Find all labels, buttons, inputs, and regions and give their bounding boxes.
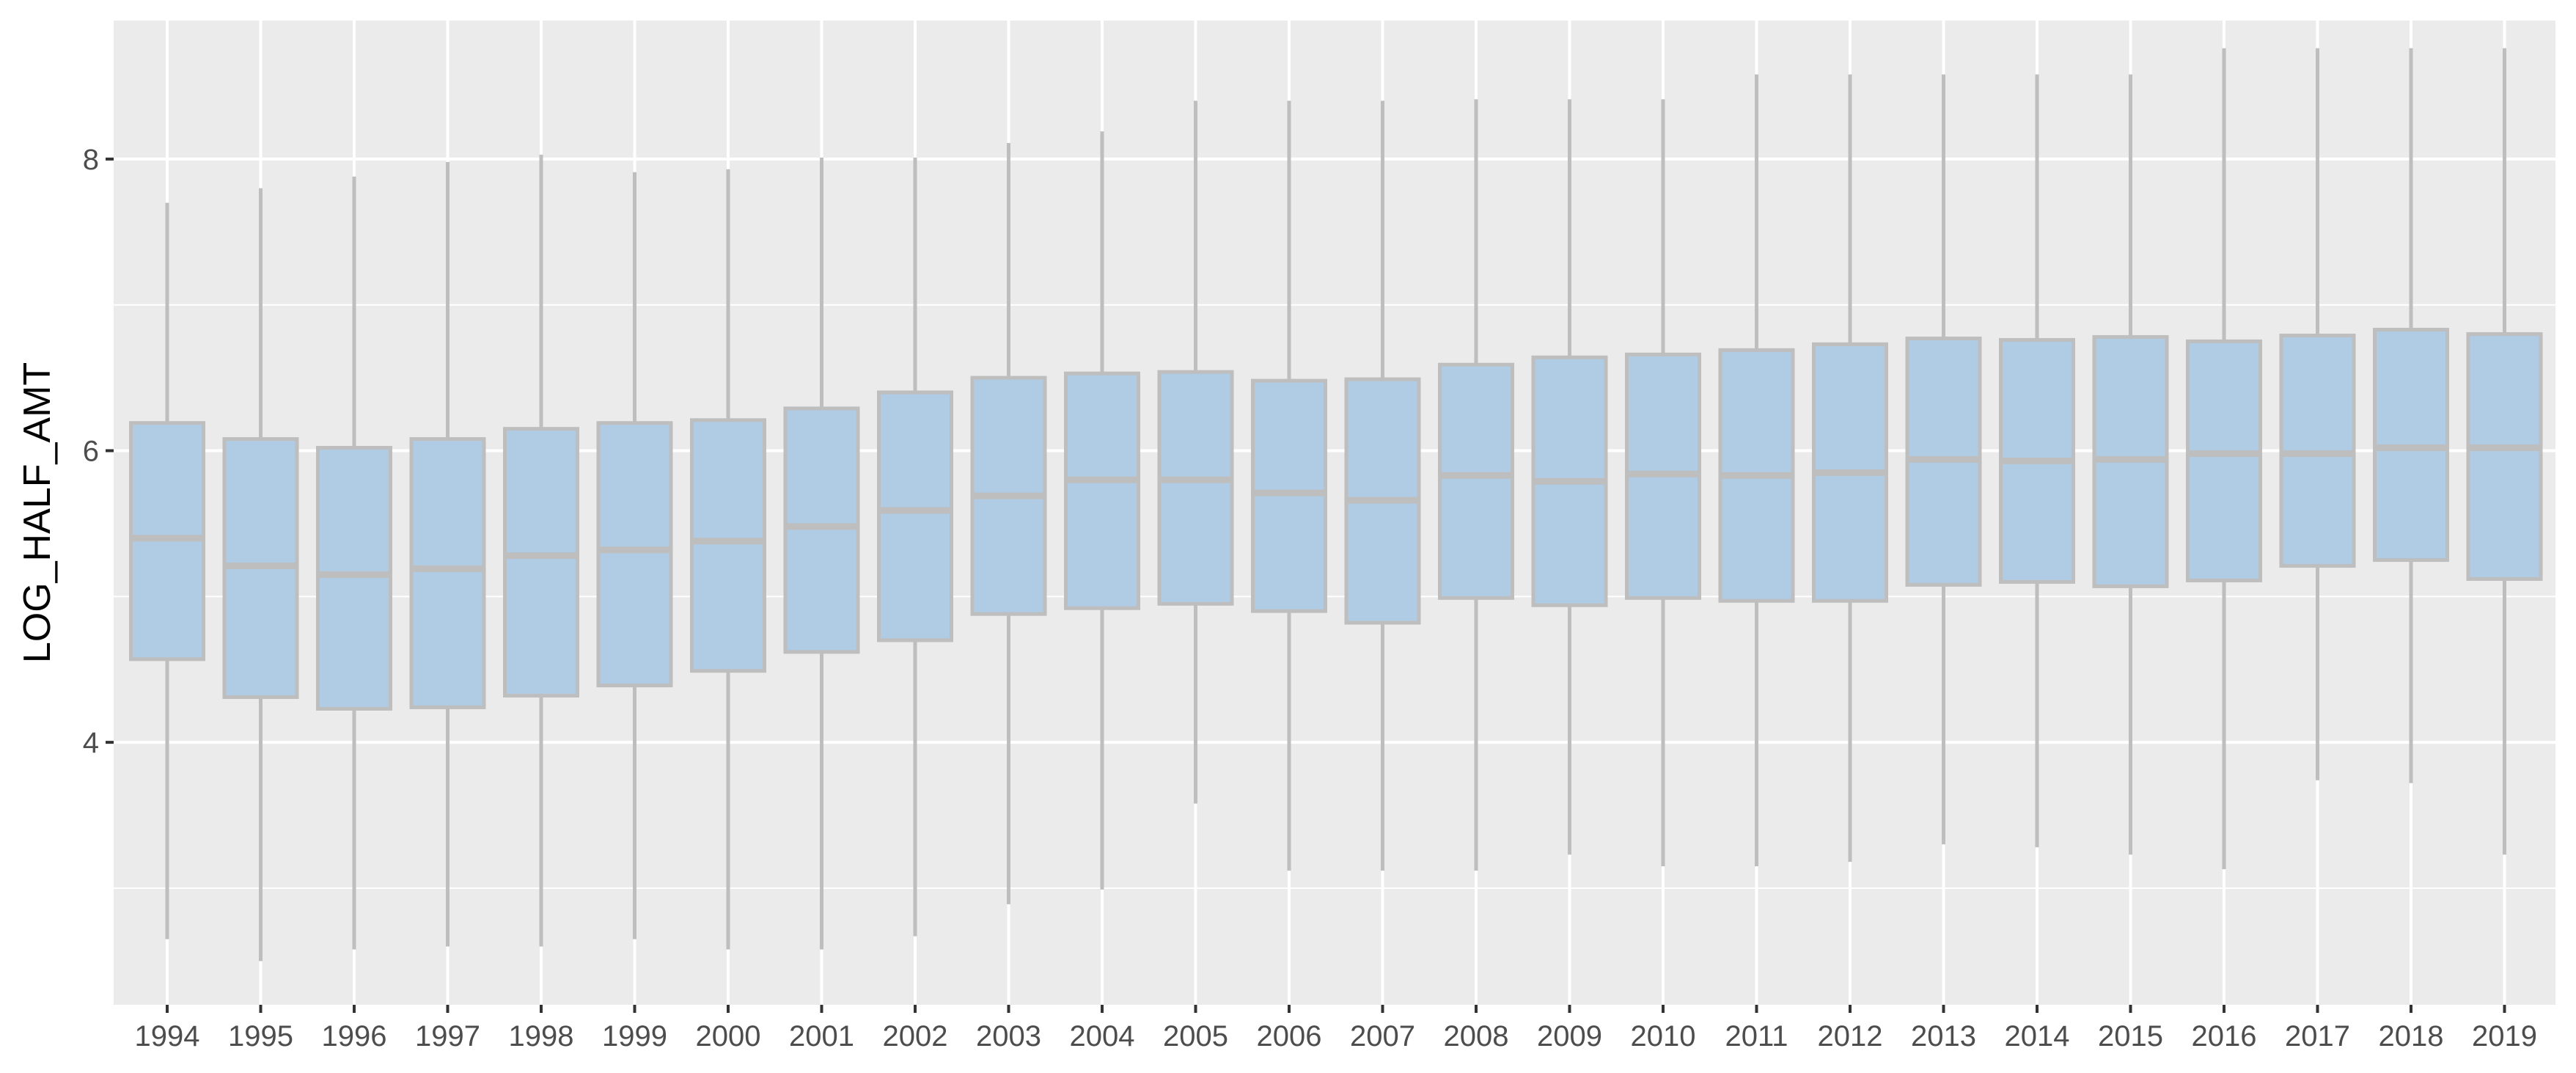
box-2004 (1064, 131, 1140, 890)
x-tick-label: 2000 (696, 1020, 761, 1052)
x-tick-label: 2015 (2098, 1020, 2163, 1052)
x-tick-label: 2001 (789, 1020, 854, 1052)
box-2014 (1999, 74, 2075, 848)
x-tick-label: 2012 (1818, 1020, 1883, 1052)
box-1998 (503, 154, 579, 947)
box-1995 (222, 188, 299, 962)
x-tick-label: 2003 (976, 1020, 1041, 1052)
x-tick-label: 2014 (2005, 1020, 2070, 1052)
box-2013 (1905, 74, 1982, 845)
y-axis: 4 6 8 (83, 144, 114, 759)
box-2016 (2186, 48, 2262, 870)
box-2009 (1531, 99, 1608, 855)
x-tick-label: 2005 (1163, 1020, 1228, 1052)
box-iqr (877, 390, 953, 642)
box-2017 (2279, 48, 2356, 780)
x-tick-label: 2007 (1350, 1020, 1415, 1052)
box-2003 (970, 143, 1047, 904)
box-2012 (1812, 74, 1888, 863)
box-2019 (2466, 48, 2543, 855)
x-tick-label: 2019 (2472, 1020, 2537, 1052)
box-iqr (690, 418, 766, 673)
box-2015 (2092, 74, 2169, 855)
box-iqr (409, 437, 486, 709)
box-iqr (2466, 332, 2543, 581)
box-iqr (1157, 370, 1234, 606)
x-tick-label: 2013 (1911, 1020, 1976, 1052)
box-2000 (690, 169, 766, 950)
x-tick-label: 2018 (2379, 1020, 2444, 1052)
box-2005 (1157, 100, 1234, 804)
box-2006 (1251, 100, 1327, 871)
box-1997 (409, 161, 486, 947)
x-tick-label: 2010 (1631, 1020, 1696, 1052)
x-tick-label: 1997 (415, 1020, 480, 1052)
y-tick-label: 4 (83, 727, 99, 759)
x-tick-label: 2006 (1257, 1020, 1322, 1052)
y-tick-label: 8 (83, 144, 99, 176)
x-tick-label: 2002 (883, 1020, 948, 1052)
x-tick-label: 1995 (228, 1020, 293, 1052)
box-iqr (596, 421, 673, 688)
y-axis-title: LOG_HALF_AMT (16, 362, 59, 663)
x-tick-label: 1998 (509, 1020, 574, 1052)
box-2001 (783, 157, 860, 950)
box-1996 (316, 176, 392, 950)
box-iqr (1438, 362, 1514, 600)
box-2018 (2373, 48, 2449, 783)
x-tick-label: 2011 (1725, 1020, 1788, 1052)
x-tick-label: 2016 (2192, 1020, 2257, 1052)
x-tick-label: 1994 (135, 1020, 200, 1052)
x-tick-label: 2004 (1070, 1020, 1135, 1052)
box-iqr (316, 446, 392, 711)
y-tick-label: 6 (83, 436, 99, 468)
x-tick-label: 1999 (602, 1020, 667, 1052)
box-iqr (783, 406, 860, 654)
box-1999 (596, 172, 673, 940)
box-1994 (129, 202, 205, 940)
box-2011 (1718, 74, 1795, 867)
box-iqr (2186, 339, 2262, 582)
box-iqr (1064, 371, 1140, 610)
x-tick-label: 2009 (1537, 1020, 1602, 1052)
box-2002 (877, 157, 953, 937)
box-iqr (503, 427, 579, 698)
box-series (129, 48, 2543, 962)
box-2007 (1344, 100, 1421, 871)
x-tick-label: 2017 (2285, 1020, 2350, 1052)
box-2008 (1438, 99, 1514, 871)
x-tick-label: 1996 (322, 1020, 387, 1052)
x-axis: 1994 1995 1996 1997 1998 1999 2000 2001 2002 2003… (135, 1005, 2537, 1052)
x-tick-label: 2008 (1444, 1020, 1509, 1052)
box-2010 (1625, 99, 1701, 867)
